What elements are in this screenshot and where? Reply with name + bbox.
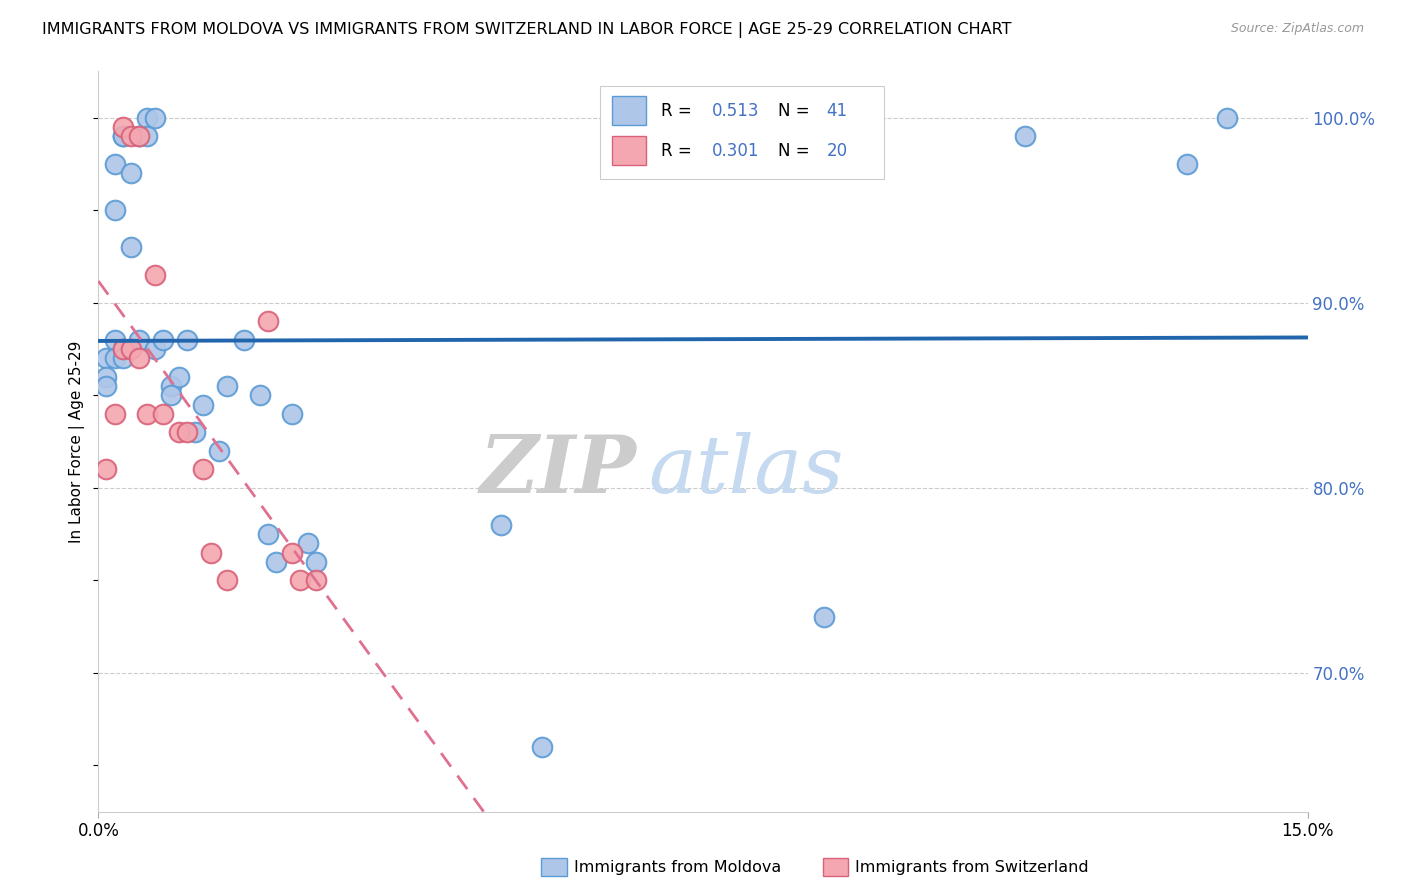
Text: 20: 20 bbox=[827, 142, 848, 160]
Point bbox=[143, 111, 166, 125]
Point bbox=[152, 333, 174, 347]
Point bbox=[120, 240, 142, 254]
Point bbox=[103, 407, 125, 421]
Point bbox=[96, 379, 118, 393]
Point bbox=[103, 351, 125, 366]
Point bbox=[111, 342, 134, 356]
FancyBboxPatch shape bbox=[600, 87, 884, 178]
FancyBboxPatch shape bbox=[613, 95, 647, 126]
Point bbox=[103, 157, 125, 171]
Point bbox=[143, 268, 166, 282]
Point bbox=[297, 536, 319, 550]
Point bbox=[530, 739, 553, 754]
Point bbox=[184, 425, 207, 440]
Point bbox=[160, 379, 183, 393]
Point bbox=[96, 369, 118, 384]
Point bbox=[135, 129, 157, 144]
Point bbox=[160, 388, 183, 402]
Text: 0.301: 0.301 bbox=[711, 142, 759, 160]
Point bbox=[264, 555, 287, 569]
Point bbox=[305, 555, 328, 569]
Point bbox=[256, 527, 278, 541]
Point bbox=[288, 574, 311, 588]
Point bbox=[120, 129, 142, 144]
Point bbox=[217, 379, 239, 393]
Point bbox=[120, 166, 142, 180]
Text: ZIP: ZIP bbox=[479, 433, 637, 510]
Text: 0.513: 0.513 bbox=[711, 102, 759, 120]
Text: atlas: atlas bbox=[648, 433, 844, 510]
Point bbox=[281, 546, 304, 560]
Point bbox=[176, 333, 198, 347]
Text: N =: N = bbox=[778, 102, 815, 120]
Text: R =: R = bbox=[661, 102, 697, 120]
Point bbox=[135, 407, 157, 421]
Text: Immigrants from Switzerland: Immigrants from Switzerland bbox=[855, 860, 1088, 874]
Point bbox=[813, 610, 835, 624]
Point bbox=[232, 333, 254, 347]
Point bbox=[193, 462, 215, 476]
Text: 41: 41 bbox=[827, 102, 848, 120]
Point bbox=[111, 342, 134, 356]
Point bbox=[167, 425, 190, 440]
Point bbox=[249, 388, 271, 402]
Point bbox=[120, 342, 142, 356]
Text: Source: ZipAtlas.com: Source: ZipAtlas.com bbox=[1230, 22, 1364, 36]
Point bbox=[305, 574, 328, 588]
Point bbox=[217, 574, 239, 588]
Point bbox=[281, 407, 304, 421]
Text: Immigrants from Moldova: Immigrants from Moldova bbox=[574, 860, 780, 874]
Point bbox=[103, 333, 125, 347]
Point bbox=[1216, 111, 1239, 125]
Point bbox=[1014, 129, 1036, 144]
Point bbox=[111, 129, 134, 144]
Point bbox=[256, 314, 278, 328]
Point bbox=[167, 369, 190, 384]
Point bbox=[96, 351, 118, 366]
FancyBboxPatch shape bbox=[613, 136, 647, 165]
Point bbox=[128, 129, 150, 144]
Point bbox=[128, 129, 150, 144]
Point bbox=[176, 425, 198, 440]
Text: R =: R = bbox=[661, 142, 697, 160]
Point bbox=[152, 407, 174, 421]
Point bbox=[128, 351, 150, 366]
Point bbox=[111, 351, 134, 366]
Point bbox=[111, 129, 134, 144]
Point bbox=[143, 342, 166, 356]
Point bbox=[96, 462, 118, 476]
Point bbox=[103, 203, 125, 218]
Point bbox=[193, 397, 215, 411]
Point bbox=[135, 111, 157, 125]
Point bbox=[1175, 157, 1198, 171]
Y-axis label: In Labor Force | Age 25-29: In Labor Force | Age 25-29 bbox=[69, 341, 86, 542]
Point bbox=[200, 546, 222, 560]
Text: N =: N = bbox=[778, 142, 815, 160]
Point bbox=[491, 517, 513, 532]
Point bbox=[111, 120, 134, 134]
Point bbox=[208, 443, 231, 458]
Text: IMMIGRANTS FROM MOLDOVA VS IMMIGRANTS FROM SWITZERLAND IN LABOR FORCE | AGE 25-2: IMMIGRANTS FROM MOLDOVA VS IMMIGRANTS FR… bbox=[42, 22, 1012, 38]
Point bbox=[128, 333, 150, 347]
